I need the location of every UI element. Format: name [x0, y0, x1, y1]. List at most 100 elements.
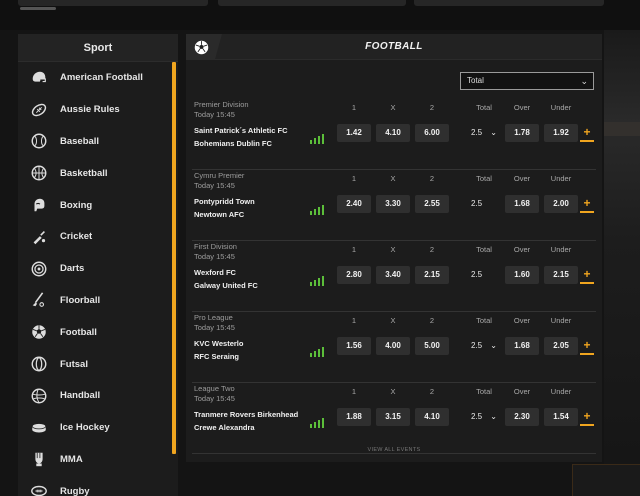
- column-header-c1: 1: [351, 174, 357, 183]
- away-team[interactable]: Crewe Alexandra: [194, 423, 255, 432]
- odd-under-button[interactable]: 1.54: [544, 408, 578, 426]
- page-title: FOOTBALL: [365, 41, 423, 52]
- odd-home-button[interactable]: 2.80: [337, 266, 371, 284]
- odd-away-button[interactable]: 4.10: [415, 408, 449, 426]
- more-markets-button[interactable]: +: [580, 408, 594, 426]
- sidebar-item-handball[interactable]: Handball: [18, 380, 178, 412]
- away-team[interactable]: Newtown AFC: [194, 210, 245, 219]
- home-team[interactable]: Wexford FC: [194, 268, 236, 277]
- column-header-c1: 1: [351, 316, 357, 325]
- statistics-icon[interactable]: [310, 134, 324, 144]
- event-row: League Two Today 15:45 Tranmere Rovers Bir…: [192, 384, 596, 454]
- statistics-icon[interactable]: [310, 418, 324, 428]
- home-team[interactable]: Tranmere Rovers Birkenhead: [194, 410, 299, 419]
- sidebar-header: Sport: [18, 34, 178, 62]
- home-team[interactable]: Saint Patrick´s Athletic FC: [194, 126, 288, 135]
- odd-away-button[interactable]: 5.00: [415, 337, 449, 355]
- sidebar-item-label: Football: [60, 326, 97, 338]
- odd-draw-button[interactable]: 4.10: [376, 124, 410, 142]
- sidebar-item-cricket[interactable]: Cricket: [18, 221, 178, 253]
- statistics-icon[interactable]: [310, 347, 324, 357]
- market-select[interactable]: Total ⌄: [460, 72, 594, 90]
- home-team[interactable]: KVC Westerlo: [194, 339, 244, 348]
- sidebar-scrollbar[interactable]: [172, 62, 176, 454]
- sidebar-item-rugby[interactable]: Rugby: [18, 475, 178, 496]
- odd-draw-button[interactable]: 3.30: [376, 195, 410, 213]
- column-header-cx: X: [390, 245, 396, 254]
- top-tab-1[interactable]: [18, 0, 208, 6]
- more-markets-button[interactable]: +: [580, 124, 594, 142]
- odd-away-button[interactable]: 6.00: [415, 124, 449, 142]
- odd-over-button[interactable]: 2.30: [505, 408, 539, 426]
- column-header-under: Under: [550, 174, 572, 183]
- column-header-under: Under: [550, 316, 572, 325]
- sidebar-item-mma[interactable]: MMA: [18, 444, 178, 476]
- odd-draw-button[interactable]: 4.00: [376, 337, 410, 355]
- top-bar: [0, 0, 640, 30]
- more-markets-button[interactable]: +: [580, 337, 594, 355]
- total-line-select[interactable]: 2.5 ⌄: [467, 408, 501, 426]
- sidebar-item-darts[interactable]: Darts: [18, 253, 178, 285]
- column-header-cx: X: [390, 387, 396, 396]
- event-time: Today 15:45: [194, 323, 235, 332]
- statistics-icon[interactable]: [310, 276, 324, 286]
- column-header-total: Total: [476, 245, 492, 254]
- odd-under-button[interactable]: 1.92: [544, 124, 578, 142]
- away-team[interactable]: RFC Seraing: [194, 352, 240, 361]
- aussie-rules-ball-icon: [30, 101, 48, 119]
- top-tab-3[interactable]: [414, 0, 604, 6]
- odd-under-button[interactable]: 2.00: [544, 195, 578, 213]
- odd-under-button[interactable]: 2.15: [544, 266, 578, 284]
- view-all-events-link[interactable]: VIEW ALL EVENTS: [367, 447, 421, 453]
- total-line-value: 2.5: [471, 128, 483, 137]
- away-team[interactable]: Galway United FC: [194, 281, 258, 290]
- odd-under-button[interactable]: 2.05: [544, 337, 578, 355]
- event-row: Premier Division Today 15:45 Saint Patrick…: [192, 100, 596, 170]
- odd-over-button[interactable]: 1.60: [505, 266, 539, 284]
- sidebar-item-label: Rugby: [60, 485, 90, 496]
- column-header-over: Over: [513, 103, 531, 112]
- column-header-c2: 2: [429, 316, 435, 325]
- sidebar-item-floorball[interactable]: Floorball: [18, 285, 178, 317]
- column-header-under: Under: [550, 103, 572, 112]
- sidebar-item-football[interactable]: Football: [18, 316, 178, 348]
- odd-away-button[interactable]: 2.15: [415, 266, 449, 284]
- sidebar-item-baseball[interactable]: Baseball: [18, 126, 178, 158]
- home-team[interactable]: Pontypridd Town: [194, 197, 255, 206]
- top-scrollbar[interactable]: [20, 7, 56, 10]
- event-time: Today 15:45: [194, 252, 235, 261]
- background-left: [0, 30, 18, 496]
- odd-draw-button[interactable]: 3.15: [376, 408, 410, 426]
- top-tab-2[interactable]: [218, 0, 406, 6]
- column-header-c2: 2: [429, 103, 435, 112]
- total-line-select[interactable]: 2.5 ⌄: [467, 337, 501, 355]
- sidebar-item-american-football[interactable]: American Football: [18, 62, 178, 94]
- league-name: League Two: [194, 384, 235, 393]
- event-row: First Division Today 15:45 Wexford FC Galwa…: [192, 242, 596, 312]
- sidebar-item-basketball[interactable]: Basketball: [18, 157, 178, 189]
- total-line-select: 2.5: [467, 195, 501, 213]
- odd-away-button[interactable]: 2.55: [415, 195, 449, 213]
- total-line-select[interactable]: 2.5 ⌄: [467, 124, 501, 142]
- statistics-icon[interactable]: [310, 205, 324, 215]
- odd-home-button[interactable]: 1.56: [337, 337, 371, 355]
- odd-home-button[interactable]: 1.88: [337, 408, 371, 426]
- away-team[interactable]: Bohemians Dublin FC: [194, 139, 272, 148]
- sidebar-item-futsal[interactable]: Futsal: [18, 348, 178, 380]
- more-markets-button[interactable]: +: [580, 195, 594, 213]
- floorball-stick-icon: [30, 291, 48, 309]
- odd-home-button[interactable]: 1.42: [337, 124, 371, 142]
- odd-home-button[interactable]: 2.40: [337, 195, 371, 213]
- odd-over-button[interactable]: 1.68: [505, 337, 539, 355]
- sidebar-item-ice-hockey[interactable]: Ice Hockey: [18, 412, 178, 444]
- sidebar-item-aussie-rules[interactable]: Aussie Rules: [18, 94, 178, 126]
- odd-over-button[interactable]: 1.78: [505, 124, 539, 142]
- odd-draw-button[interactable]: 3.40: [376, 266, 410, 284]
- odd-over-button[interactable]: 1.68: [505, 195, 539, 213]
- sidebar-item-boxing[interactable]: Boxing: [18, 189, 178, 221]
- rugby-icon: [30, 482, 48, 496]
- total-line-select: 2.5: [467, 266, 501, 284]
- column-header-c1: 1: [351, 103, 357, 112]
- more-markets-button[interactable]: +: [580, 266, 594, 284]
- column-header-cx: X: [390, 174, 396, 183]
